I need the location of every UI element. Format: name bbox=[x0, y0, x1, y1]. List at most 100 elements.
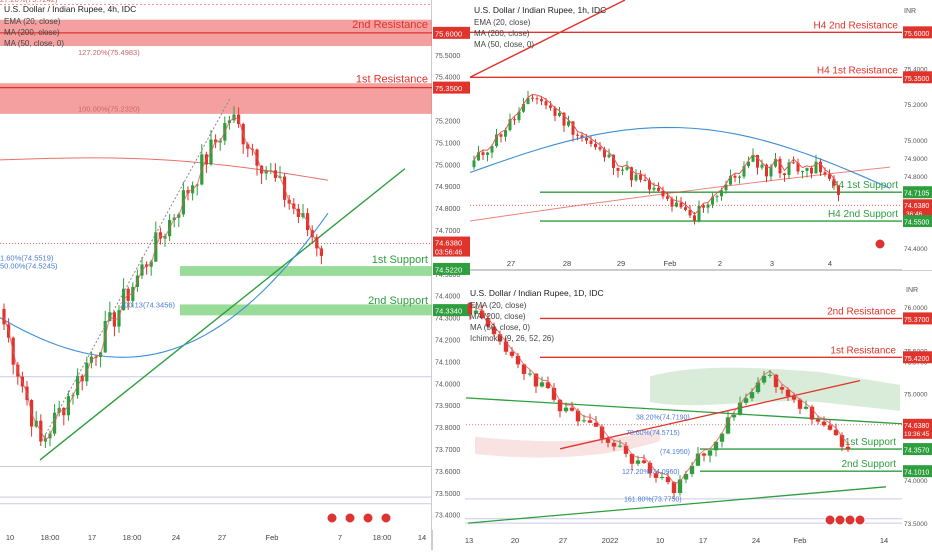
chart-title: U.S. Dollar / Indian Rupee, 4h, IDC bbox=[4, 4, 136, 14]
candle-body bbox=[688, 209, 692, 216]
fib-label: 27.20%(75.7242) bbox=[0, 0, 58, 4]
x-tick-label: Feb bbox=[266, 533, 279, 542]
candle-body bbox=[778, 158, 782, 174]
price-tag-bg bbox=[433, 304, 470, 317]
x-tick-label: 27 bbox=[559, 536, 567, 545]
y-tick-label: 74.8000 bbox=[435, 206, 460, 213]
y-tick-label: 74.1000 bbox=[435, 359, 460, 366]
candle-body bbox=[743, 398, 749, 403]
candle-body bbox=[581, 420, 587, 422]
indicator-label: MA (200, close) bbox=[4, 28, 60, 37]
y-tick-label: 75.0000 bbox=[435, 162, 460, 169]
candle-body bbox=[522, 104, 525, 112]
candle-body bbox=[657, 187, 660, 191]
ema20-line bbox=[469, 303, 849, 484]
x-tick-label: Feb bbox=[664, 259, 677, 268]
candle-body bbox=[576, 134, 579, 136]
candle-body bbox=[605, 438, 611, 443]
candle-body bbox=[737, 402, 743, 415]
price-tag: 75.6000 bbox=[435, 29, 462, 38]
event-flag-icon[interactable] bbox=[380, 512, 392, 524]
panel-top-right-price-axis: INR 75.6000 75.4000 75.3500 75.2000 75.0000 74… bbox=[902, 0, 932, 270]
trend-line bbox=[469, 0, 626, 78]
candle-body bbox=[738, 176, 741, 178]
x-tick-label: 18:00 bbox=[373, 533, 392, 542]
event-flag-icon[interactable] bbox=[326, 512, 338, 524]
indicator-label: Ichimoku (9, 26, 52, 26) bbox=[470, 334, 554, 343]
y-tick-label: 76.0000 bbox=[904, 305, 928, 312]
y-tick-label: 74.9000 bbox=[435, 184, 460, 191]
candle-body bbox=[684, 207, 687, 210]
level-label: H4 2nd Resistance bbox=[814, 20, 899, 31]
candle-body bbox=[720, 190, 723, 197]
event-flag-icon[interactable] bbox=[344, 512, 356, 524]
candle-body bbox=[697, 205, 701, 221]
event-flag-icon[interactable] bbox=[362, 512, 374, 524]
candle-body bbox=[575, 410, 581, 422]
x-tick-label: 27 bbox=[507, 259, 515, 268]
candle-body bbox=[491, 326, 497, 335]
y-tick-label: 75.4000 bbox=[904, 66, 928, 73]
candle-body bbox=[689, 465, 695, 475]
candle-body bbox=[792, 162, 795, 164]
candle-body bbox=[571, 121, 575, 135]
candle-body bbox=[749, 392, 755, 399]
candle-body bbox=[467, 302, 473, 314]
x-tick-label: 2022 bbox=[602, 536, 619, 545]
event-flag-icon[interactable] bbox=[844, 514, 856, 526]
candle-body bbox=[557, 399, 563, 412]
candle-body bbox=[497, 334, 503, 342]
event-flag-icon[interactable] bbox=[854, 514, 866, 526]
candle-body bbox=[533, 373, 539, 387]
candle-body bbox=[670, 198, 674, 207]
candle-body bbox=[833, 429, 839, 436]
candle-body bbox=[526, 97, 530, 105]
event-flag-icon[interactable] bbox=[824, 514, 836, 526]
candle-body bbox=[666, 196, 669, 199]
resistance-label: 2nd Resistance bbox=[352, 19, 428, 31]
candle-body bbox=[801, 170, 804, 172]
ema20-line bbox=[473, 93, 839, 216]
candle-body bbox=[509, 351, 515, 356]
candle-body bbox=[839, 435, 845, 447]
candle-body bbox=[485, 318, 491, 327]
level-label: H4 2nd Support bbox=[828, 209, 898, 220]
candle-body bbox=[729, 175, 732, 185]
price-tag-bg bbox=[903, 71, 932, 84]
candle-body bbox=[639, 174, 642, 180]
candle-body bbox=[472, 160, 476, 168]
x-tick-label: Feb bbox=[794, 536, 807, 545]
candle-body bbox=[785, 389, 791, 397]
candle-body bbox=[724, 184, 728, 191]
indicator-label: MA (50, close, 0) bbox=[474, 40, 534, 49]
panel-left-price-axis: 75.6000 75.5000 75.4000 75.3500 75.2000 75.10… bbox=[432, 0, 470, 530]
candle-body bbox=[562, 112, 566, 126]
y-tick-label: 73.7000 bbox=[435, 447, 460, 454]
fib-label: 127.20%(75.4983) bbox=[78, 48, 140, 57]
y-tick-label: 74.3000 bbox=[435, 316, 460, 323]
candle-body bbox=[643, 179, 647, 181]
level-label: 2nd Support bbox=[842, 459, 897, 470]
candle-body bbox=[791, 396, 797, 400]
candle-body bbox=[486, 152, 489, 155]
event-flag-icon[interactable] bbox=[834, 514, 846, 526]
candle-body bbox=[635, 460, 641, 464]
x-tick-label: 10 bbox=[656, 536, 664, 545]
fib-label: 127.20%(74.0960) bbox=[622, 469, 680, 476]
candle-body bbox=[621, 169, 624, 171]
indicator-label: EMA (20, close) bbox=[474, 18, 531, 27]
y-tick-label: 73.8000 bbox=[435, 425, 460, 432]
candle-body bbox=[756, 155, 759, 168]
y-tick-label: 74.4000 bbox=[435, 294, 460, 301]
candle-body bbox=[819, 161, 822, 173]
candle-body bbox=[731, 414, 737, 418]
candle-body bbox=[742, 166, 746, 177]
x-tick-label: 27 bbox=[218, 533, 226, 542]
last-price-tag: 74.6380 bbox=[435, 239, 462, 248]
y-tick-label: 75.5000 bbox=[435, 53, 460, 60]
candle-body bbox=[515, 355, 521, 365]
event-flag-icon[interactable] bbox=[874, 238, 886, 250]
indicator-label: EMA (20, close) bbox=[4, 17, 61, 26]
candle-body bbox=[598, 147, 602, 150]
candle-body bbox=[589, 140, 593, 144]
